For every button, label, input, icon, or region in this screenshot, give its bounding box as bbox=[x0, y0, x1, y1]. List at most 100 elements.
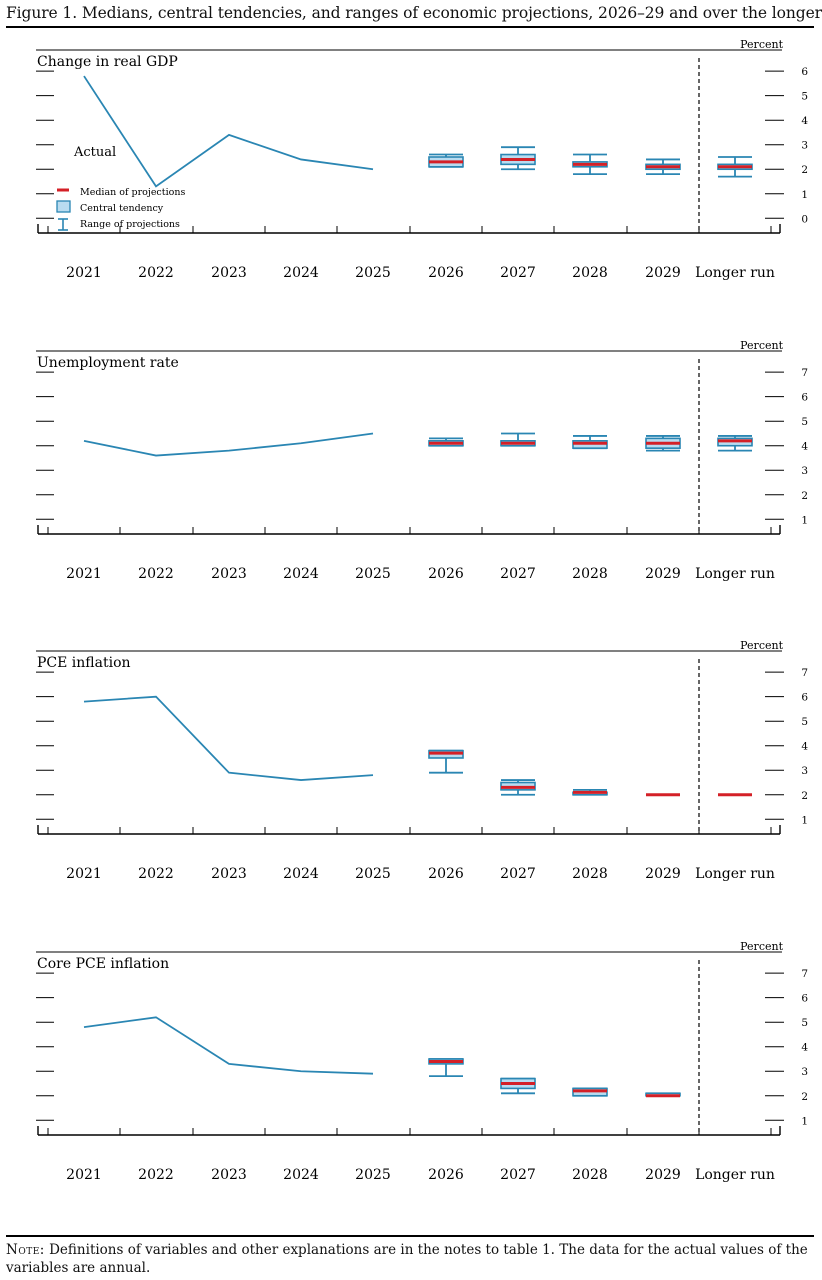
x-tick-label: 2029 bbox=[645, 866, 681, 882]
x-tick-label: 2029 bbox=[645, 566, 681, 582]
x-tick-label: 2023 bbox=[211, 566, 247, 582]
projection-mark bbox=[572, 788, 608, 796]
x-tick-label: 2025 bbox=[355, 566, 391, 582]
projection-mark bbox=[717, 156, 753, 178]
projection-mark bbox=[500, 1077, 536, 1095]
x-tick-label: 2022 bbox=[138, 566, 174, 582]
x-tick-label: 2028 bbox=[572, 1167, 608, 1183]
chart-title: PCE inflation bbox=[37, 655, 131, 671]
y-tick-label: 6 bbox=[801, 692, 808, 704]
projection-mark bbox=[645, 158, 681, 176]
y-tick-label: 0 bbox=[801, 213, 808, 225]
projection-mark bbox=[428, 1058, 464, 1078]
chart-title: Unemployment rate bbox=[37, 355, 179, 371]
x-tick-label: Longer run bbox=[695, 866, 775, 882]
y-tick-label: 6 bbox=[801, 993, 808, 1005]
y-tick-label: 4 bbox=[801, 741, 808, 753]
x-tick-label: 2026 bbox=[428, 1167, 464, 1183]
legend-actual-label: Actual bbox=[73, 145, 116, 160]
title-rule bbox=[6, 26, 814, 28]
chart-svg: Percent PCE inflation 1 2 3 4 5 6 7 2021 2022 2023 2… bbox=[36, 639, 808, 882]
x-tick-label: 2027 bbox=[500, 566, 536, 582]
chart-svg: Percent Unemployment rate 1 2 3 4 5 6 7 2021 2022 2… bbox=[36, 339, 808, 582]
unit-label: Percent bbox=[740, 38, 783, 51]
x-tick-label: 2022 bbox=[138, 265, 174, 281]
figure-title: Figure 1. Medians, central tendencies, a… bbox=[6, 4, 822, 22]
y-tick-label: 6 bbox=[801, 392, 808, 404]
y-tick-label: 5 bbox=[801, 416, 808, 428]
x-tick-label: 2024 bbox=[283, 566, 319, 582]
x-tick-label: 2027 bbox=[500, 1167, 536, 1183]
x-tick-label: 2027 bbox=[500, 265, 536, 281]
x-tick-label: Longer run bbox=[695, 265, 775, 281]
unit-label: Percent bbox=[740, 339, 783, 352]
x-tick-label: 2021 bbox=[66, 1167, 102, 1183]
y-tick-label: 4 bbox=[801, 1042, 808, 1054]
projection-mark bbox=[645, 1092, 681, 1098]
x-tick-label: 2021 bbox=[66, 265, 102, 281]
legend-range-label: Range of projections bbox=[80, 219, 180, 230]
x-tick-label: 2024 bbox=[283, 1167, 319, 1183]
x-tick-label: 2023 bbox=[211, 265, 247, 281]
x-tick-label: 2026 bbox=[428, 866, 464, 882]
x-tick-label: 2029 bbox=[645, 265, 681, 281]
x-tick-label: 2025 bbox=[355, 1167, 391, 1183]
chart-panel-pce: Percent PCE inflation 1 2 3 4 5 6 7 2021 2022 2023 2… bbox=[0, 635, 822, 925]
chart-svg: Percent Core PCE inflation 1 2 3 4 5 6 7 2021 2022… bbox=[36, 940, 808, 1183]
x-tick-label: 2024 bbox=[283, 265, 319, 281]
chart-title: Change in real GDP bbox=[37, 54, 178, 70]
y-tick-label: 7 bbox=[801, 968, 808, 980]
y-tick-label: 2 bbox=[801, 164, 808, 176]
x-tick-label: 2022 bbox=[138, 866, 174, 882]
legend-central-swatch bbox=[56, 200, 71, 213]
projection-mark bbox=[645, 435, 681, 452]
y-tick-label: 5 bbox=[801, 91, 808, 103]
note-rule bbox=[6, 1235, 814, 1237]
x-tick-label: 2022 bbox=[138, 1167, 174, 1183]
x-tick-label: 2024 bbox=[283, 866, 319, 882]
chart-panel-unemployment: Percent Unemployment rate 1 2 3 4 5 6 7 2021 2022 2… bbox=[0, 335, 822, 625]
x-tick-label: 2023 bbox=[211, 1167, 247, 1183]
legend-central-label: Central tendency bbox=[80, 203, 164, 214]
chart-panel-gdp: Percent Change in real GDP 0 1 2 3 4 5 6 2021 2022… bbox=[0, 34, 822, 324]
y-tick-label: 3 bbox=[801, 1066, 808, 1078]
y-tick-label: 2 bbox=[801, 1091, 808, 1103]
y-tick-label: 6 bbox=[801, 66, 808, 78]
y-tick-label: 4 bbox=[801, 441, 808, 453]
actual-series-line bbox=[83, 75, 374, 188]
projection-mark bbox=[428, 153, 464, 168]
x-tick-label: 2025 bbox=[355, 265, 391, 281]
projection-mark bbox=[572, 1087, 608, 1097]
x-tick-label: 2026 bbox=[428, 566, 464, 582]
projection-mark bbox=[572, 435, 608, 450]
note-text: Definitions of variables and other expla… bbox=[6, 1242, 808, 1276]
projection-mark bbox=[500, 146, 536, 171]
actual-series-line bbox=[83, 432, 374, 457]
legend-median-label: Median of projections bbox=[80, 187, 185, 198]
y-tick-label: 1 bbox=[801, 514, 808, 526]
x-tick-label: 2021 bbox=[66, 566, 102, 582]
projection-mark bbox=[572, 153, 608, 176]
y-tick-label: 1 bbox=[801, 189, 808, 201]
x-tick-label: Longer run bbox=[695, 566, 775, 582]
chart-svg: Percent Change in real GDP 0 1 2 3 4 5 6 2021 2022… bbox=[36, 38, 808, 281]
x-tick-label: 2023 bbox=[211, 866, 247, 882]
chart-panel-core-pce: Percent Core PCE inflation 1 2 3 4 5 6 7 2021 2022… bbox=[0, 936, 822, 1226]
x-tick-label: 2025 bbox=[355, 866, 391, 882]
x-tick-label: 2028 bbox=[572, 866, 608, 882]
projection-mark bbox=[428, 749, 464, 774]
y-tick-label: 1 bbox=[801, 1115, 808, 1127]
x-tick-label: 2027 bbox=[500, 866, 536, 882]
unit-label: Percent bbox=[740, 940, 783, 953]
unit-label: Percent bbox=[740, 639, 783, 652]
y-tick-label: 2 bbox=[801, 490, 808, 502]
x-tick-label: 2021 bbox=[66, 866, 102, 882]
y-tick-label: 4 bbox=[801, 115, 808, 127]
figure-note: Note: Definitions of variables and other… bbox=[6, 1241, 814, 1277]
chart-title: Core PCE inflation bbox=[37, 956, 169, 972]
y-tick-label: 3 bbox=[801, 140, 808, 152]
actual-series-line bbox=[83, 1016, 374, 1075]
y-tick-label: 1 bbox=[801, 814, 808, 826]
x-tick-label: 2026 bbox=[428, 265, 464, 281]
actual-series-line bbox=[83, 695, 374, 781]
